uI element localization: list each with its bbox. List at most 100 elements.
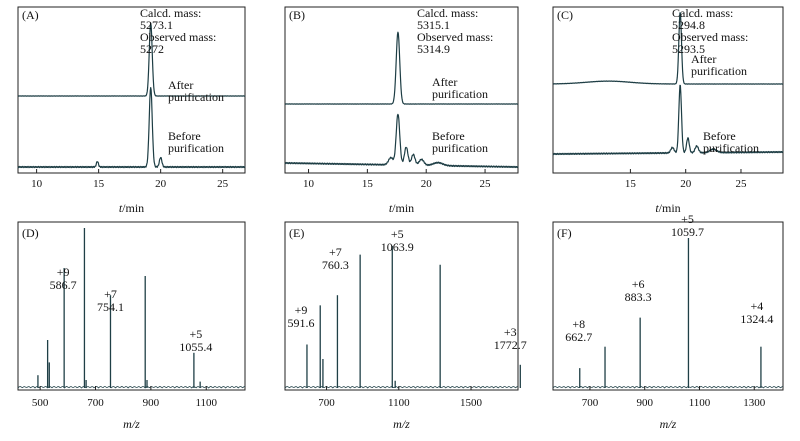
x-axis-title: t/min: [655, 201, 680, 215]
x-tick-label: 15: [93, 178, 105, 190]
peak-label: +9: [295, 303, 308, 317]
x-tick-label: 1100: [388, 397, 410, 409]
panel-label: (C): [557, 8, 573, 22]
x-tick-label: 1500: [460, 397, 483, 409]
plot-frame: [17, 6, 246, 174]
trace-before-purification: [17, 87, 246, 169]
peak-label: 662.7: [565, 330, 592, 344]
trace-label: purification: [432, 87, 488, 101]
peak-label: 1063.9: [381, 240, 414, 254]
mass-annotation: 5293.5: [672, 42, 705, 56]
x-tick-label: 10: [31, 178, 43, 190]
x-tick-label: 15: [362, 178, 374, 190]
x-tick-label: 25: [217, 178, 229, 190]
panel-label: (E): [289, 226, 304, 240]
trace-label: purification: [168, 90, 224, 104]
peak-label: 591.6: [287, 316, 314, 330]
mass-annotation: 5294.8: [672, 18, 705, 32]
mass-annotation: Calcd. mass:: [140, 6, 201, 20]
x-axis-title: m/z: [123, 417, 140, 431]
mass-annotation: Calcd. mass:: [417, 6, 478, 20]
trace-after-purification: [552, 12, 784, 85]
plot-frame: [284, 6, 519, 174]
plot-frame: [17, 221, 246, 391]
panel-label: (A): [22, 8, 39, 22]
mass-annotation: Observed mass:: [140, 30, 216, 44]
mass-annotation: 5273.1: [140, 18, 173, 32]
peak-label: +6: [632, 277, 645, 291]
peak-label: +3: [504, 325, 517, 339]
x-tick-label: 25: [480, 178, 492, 190]
trace-before-purification: [552, 84, 784, 156]
chromatogram-panel-b: (B)10 15 20 25AfterpurificationBeforepurifi…: [284, 6, 519, 190]
peak-label: +8: [572, 317, 585, 331]
x-tick-label: 900: [636, 397, 653, 409]
peak-label: +5: [190, 327, 203, 341]
peak-label: 1055.4: [179, 340, 212, 354]
x-tick-label: 700: [87, 397, 104, 409]
x-axis-title: m/z: [660, 417, 677, 431]
x-tick-label: 1300: [743, 397, 766, 409]
mass-annotation: Calcd. mass:: [672, 6, 733, 20]
x-tick-label: 20: [680, 178, 692, 190]
plot-frame: [284, 221, 519, 391]
peak-label: 586.7: [50, 278, 77, 292]
peak-label: 1324.4: [740, 312, 773, 326]
x-axis-title: t/min: [119, 201, 144, 215]
x-axis-title: t/min: [389, 201, 414, 215]
x-axis-title: m/z: [393, 417, 410, 431]
trace-label: purification: [432, 141, 488, 155]
panel-label: (B): [289, 8, 305, 22]
trace-label: Before: [432, 129, 465, 143]
peak-label: +7: [329, 245, 342, 259]
x-tick-label: 700: [318, 397, 335, 409]
peak-label: +5: [391, 227, 404, 241]
x-tick-label: 15: [625, 178, 637, 190]
x-tick-label: 20: [421, 178, 433, 190]
x-tick-label: 1100: [689, 397, 711, 409]
x-tick-label: 500: [32, 397, 49, 409]
trace-label: purification: [168, 141, 224, 155]
trace-label: After: [691, 52, 716, 66]
peak-label: +7: [104, 287, 117, 301]
mass-annotation: Observed mass:: [672, 30, 748, 44]
peak-label: +4: [751, 299, 764, 313]
x-tick-label: 10: [303, 178, 315, 190]
x-tick-label: 25: [735, 178, 747, 190]
chromatogram-panel-a: (A)10 15 20 25AfterpurificationBeforepurifi…: [17, 6, 246, 190]
peak-label: +9: [57, 265, 70, 279]
trace-label: purification: [691, 64, 747, 78]
baseline-noise: [552, 386, 784, 389]
peak-label: +5: [681, 212, 694, 226]
peak-label: 1772.7: [494, 338, 527, 352]
mass-annotation: 5314.9: [417, 42, 450, 56]
trace-after-purification: [284, 31, 519, 105]
trace-label: purification: [703, 141, 759, 155]
plot-frame: [552, 6, 784, 174]
plot-frame: [552, 221, 784, 391]
baseline-noise: [284, 386, 519, 389]
trace-label: Before: [703, 129, 736, 143]
peak-label: 760.3: [322, 258, 349, 272]
x-tick-label: 20: [155, 178, 167, 190]
mass-annotation: Observed mass:: [417, 30, 493, 44]
mass-annotation: 5315.1: [417, 18, 450, 32]
x-tick-label: 1100: [195, 397, 217, 409]
trace-before-purification: [284, 113, 519, 169]
peak-label: 754.1: [97, 300, 124, 314]
baseline-noise: [17, 386, 246, 389]
panel-label: (F): [557, 226, 572, 240]
mass-annotation: 5272: [140, 42, 164, 56]
panel-label: (D): [22, 226, 39, 240]
chromatogram-panel-c: (C)15 20 25AfterpurificationBeforepurifica…: [552, 6, 784, 190]
trace-label: After: [432, 75, 457, 89]
peak-label: 883.3: [625, 290, 652, 304]
x-tick-label: 900: [143, 397, 160, 409]
x-tick-label: 700: [582, 397, 599, 409]
trace-after-purification: [17, 22, 246, 97]
trace-label: Before: [168, 129, 201, 143]
